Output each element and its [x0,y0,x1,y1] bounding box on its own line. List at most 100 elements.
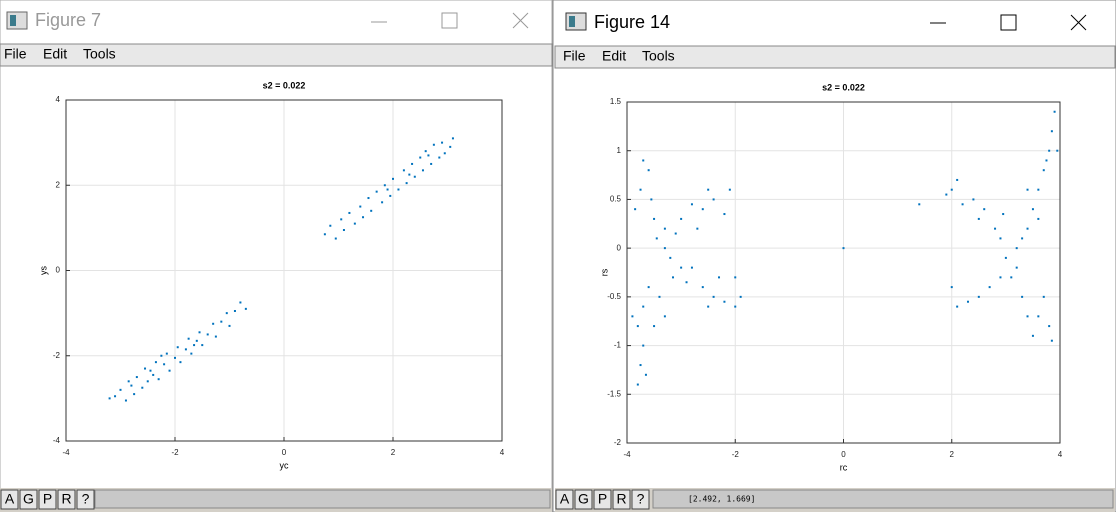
toolbar-button-label[interactable]: R [61,491,71,507]
point [214,335,217,338]
menu-item[interactable]: Edit [602,48,626,64]
point [647,286,650,289]
point [348,211,351,214]
point [201,344,204,347]
point [413,175,416,178]
point [658,295,661,298]
point [734,276,737,279]
menu-item[interactable]: Edit [43,46,67,62]
point [383,184,386,187]
menu-item[interactable]: File [563,48,586,64]
x-tick-label: -4 [62,448,70,457]
toolbar-button[interactable] [631,489,650,510]
point [1053,110,1056,113]
axes-box [626,101,1061,444]
toolbar-button[interactable] [76,489,95,510]
toolbar-button-label[interactable]: G [578,491,589,507]
toolbar-button-label[interactable]: G [23,491,34,507]
point [179,361,182,364]
maximize-button[interactable] [1000,14,1017,31]
point [114,395,117,398]
point [734,305,737,308]
point [647,169,650,172]
point [1010,276,1013,279]
point [1015,247,1018,250]
point [389,194,392,197]
y-tick-label: 0 [617,243,622,252]
point [707,305,710,308]
toolbar-button[interactable] [612,489,631,510]
menu-item[interactable]: Tools [642,48,675,64]
x-tick-label: -2 [171,448,179,457]
toolbar-button-label[interactable]: R [616,491,626,507]
y-tick-label: 2 [56,180,61,189]
point [195,339,198,342]
point [712,295,715,298]
point [999,237,1002,240]
point [950,286,953,289]
toolbar-button-label[interactable]: A [5,491,15,507]
point [144,367,147,370]
point [359,205,362,208]
point [381,201,384,204]
point [228,324,231,327]
point [728,188,731,191]
toolbar-button[interactable] [19,489,38,510]
point [329,224,332,227]
point [375,190,378,193]
x-tick-label: 4 [500,448,505,457]
toolbar-button[interactable] [57,489,76,510]
x-tick-label: 2 [391,448,396,457]
menu-item[interactable]: Tools [83,46,116,62]
point [370,209,373,212]
point [674,232,677,235]
toolbar-button-label[interactable]: A [560,491,570,507]
point [233,309,236,312]
point [642,159,645,162]
point [152,373,155,376]
toolbar-button[interactable] [555,489,574,510]
maximize-button[interactable] [441,12,458,29]
toolbar-button-label[interactable]: ? [637,491,645,507]
point [141,386,144,389]
close-button[interactable] [512,12,529,29]
point [631,315,634,318]
toolbar-button-label[interactable]: P [598,491,607,507]
point [424,150,427,153]
y-tick-label: -2 [614,438,622,447]
point [405,182,408,185]
y-tick-label: 1.5 [610,97,622,106]
point [1037,315,1040,318]
menu-bar [0,43,553,67]
point [133,393,136,396]
toolbar-button[interactable] [38,489,57,510]
close-button[interactable] [1070,14,1087,31]
x-tick-label: 2 [950,450,955,459]
point [945,193,948,196]
point [225,312,228,315]
menu-item[interactable]: File [4,46,27,62]
toolbar-button[interactable] [574,489,593,510]
x-tick-label: -2 [732,450,740,459]
point [421,169,424,172]
toolbar-button[interactable] [593,489,612,510]
point [690,266,693,269]
toolbar-button[interactable] [0,489,19,510]
point [1050,130,1053,133]
toolbar-button-label[interactable]: P [43,491,52,507]
point [663,315,666,318]
point [449,145,452,148]
point [672,276,675,279]
point [723,300,726,303]
point [653,325,656,328]
point [642,305,645,308]
point [362,216,365,219]
x-tick-label: -4 [623,450,631,459]
point [127,380,130,383]
menu-bar [554,45,1116,69]
point [160,354,163,357]
point [146,380,149,383]
toolbar-button-label[interactable]: ? [82,491,90,507]
point [451,137,454,140]
